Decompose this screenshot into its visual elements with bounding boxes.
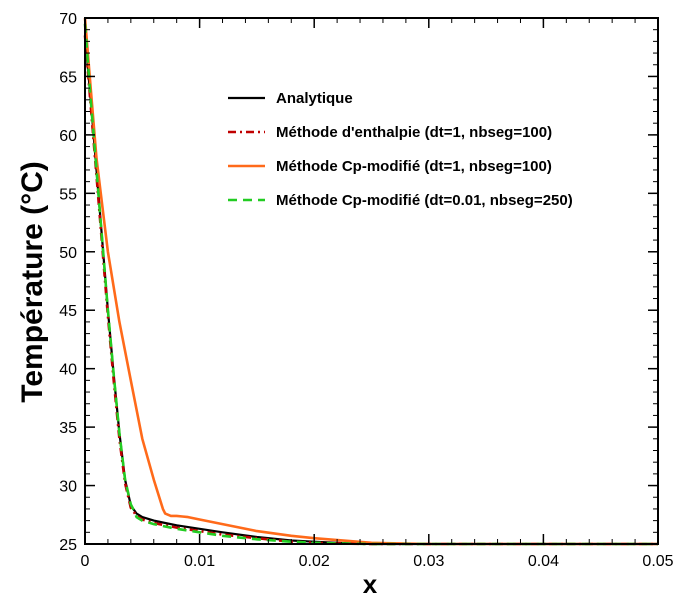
series-line-3 (83, 17, 658, 546)
y-tick-label: 55 (59, 186, 77, 203)
x-tick-label: 0.04 (528, 553, 559, 570)
legend: Analytique Méthode d'enthalpie (dt=1, nbs… (228, 90, 573, 209)
x-tick-label: 0.01 (184, 553, 215, 570)
y-tick-label: 45 (59, 303, 77, 320)
legend-label-4: Méthode Cp-modifié (dt=0.01, nbseg=250) (276, 192, 573, 209)
x-axis-title: x (363, 569, 378, 598)
y-tick-label: 35 (59, 420, 77, 437)
legend-label-1: Analytique (276, 90, 353, 107)
axis-tick-labels: 0 0.01 0.02 0.03 0.04 0.05 25 30 35 40 45 50 55 60 65 7… (59, 11, 673, 570)
y-tick-label: 70 (59, 11, 77, 28)
y-tick-label: 50 (59, 245, 77, 262)
legend-label-3: Méthode Cp-modifié (dt=1, nbseg=100) (276, 158, 552, 175)
legend-label-2: Méthode d'enthalpie (dt=1, nbseg=100) (276, 124, 552, 141)
y-tick-label: 40 (59, 362, 77, 379)
x-tick-label: 0 (81, 553, 90, 570)
x-tick-label: 0.02 (299, 553, 330, 570)
y-tick-label: 65 (59, 69, 77, 86)
series-line-2 (83, 35, 658, 546)
plot-frame (84, 17, 659, 545)
x-tick-label: 0.05 (642, 553, 673, 570)
y-tick-label: 30 (59, 479, 77, 496)
y-tick-label: 25 (59, 537, 77, 554)
plot-lines (83, 17, 658, 546)
axis-ticks (84, 17, 659, 545)
series-line-1 (83, 35, 658, 546)
series-line-4 (83, 23, 658, 546)
y-axis-title: Température (°C) (16, 161, 49, 402)
y-tick-label: 60 (59, 128, 77, 145)
x-tick-label: 0.03 (413, 553, 444, 570)
